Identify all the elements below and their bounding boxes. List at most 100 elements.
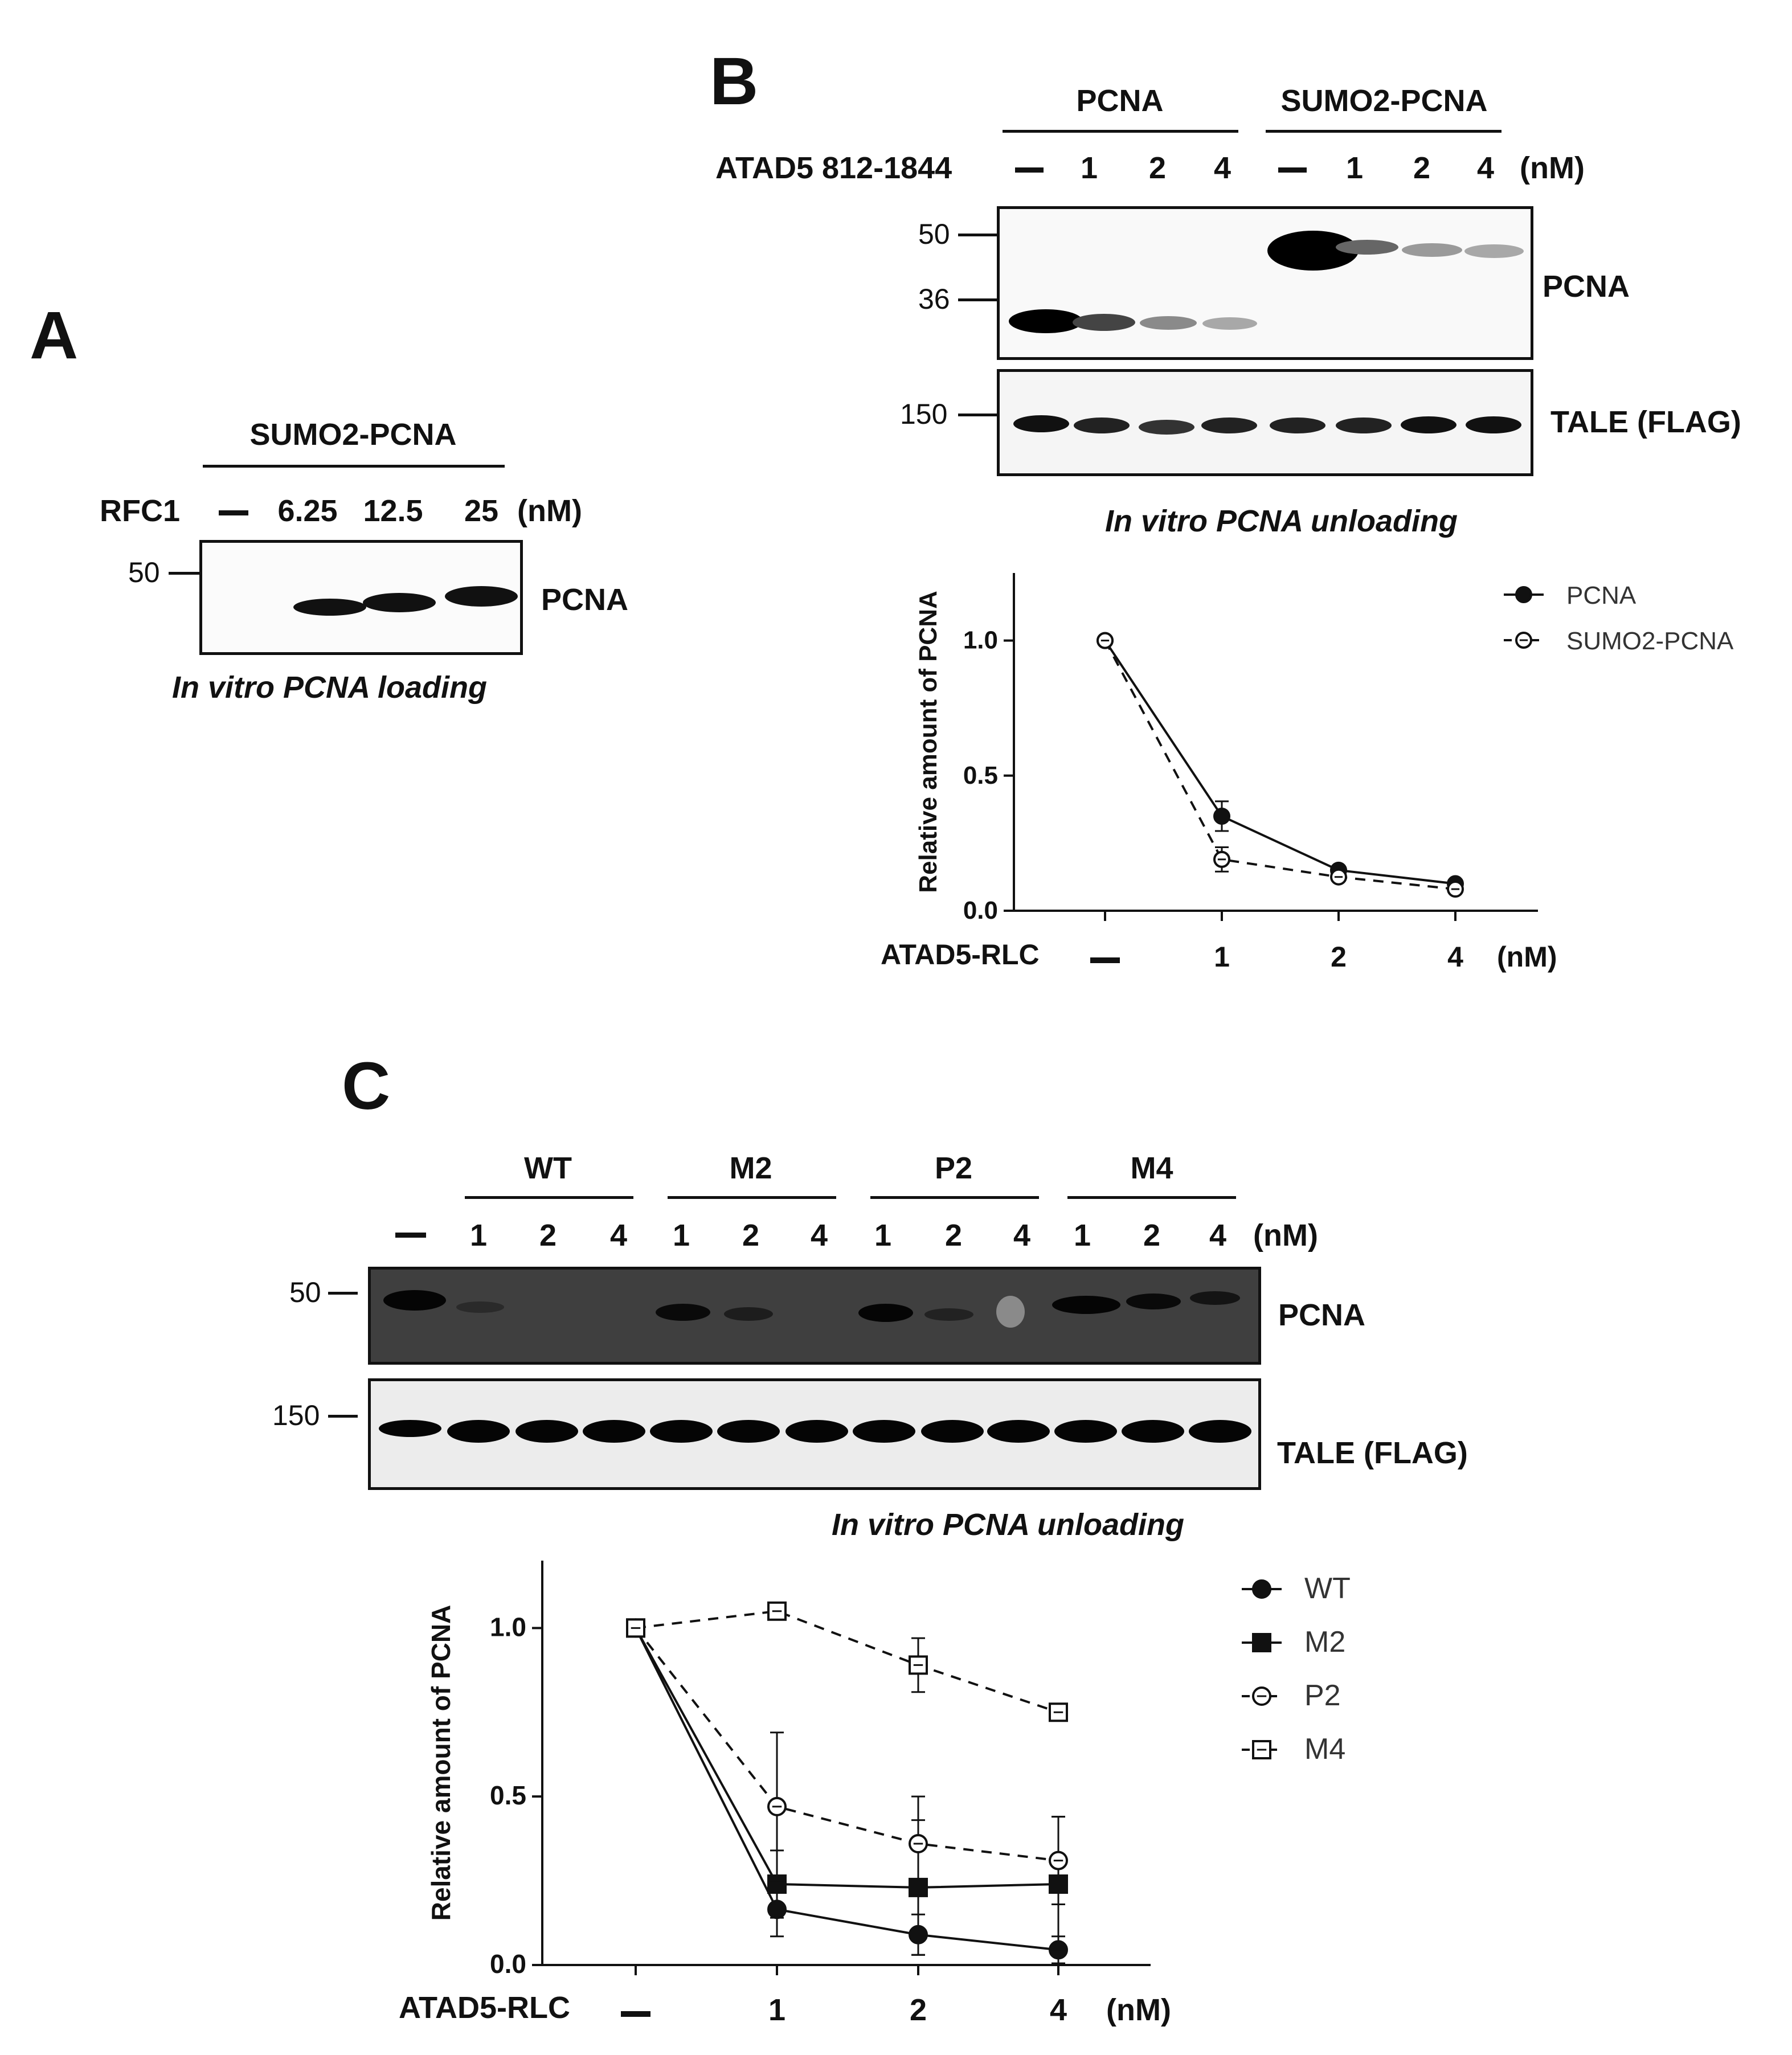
chart-b-legend-0-label: PCNA	[1566, 582, 1636, 609]
panel-a-band-2	[363, 593, 436, 612]
chart-b-ytick-label-0: 0.0	[963, 896, 998, 924]
panel-c-tale-band-12	[1122, 1420, 1184, 1443]
chart-c-series-1-line	[635, 1627, 1059, 1889]
panel-b-tale-band-7	[1401, 416, 1456, 433]
panel-c-letter: C	[342, 1049, 391, 1124]
chart-c-y-label: Relative amount of PCNA	[426, 1605, 456, 1921]
chart-c-legend-3-label: M4	[1304, 1733, 1345, 1766]
panel-c-lane-7: 1	[874, 1218, 892, 1252]
chart-c-xtick-label-1: 1	[768, 1993, 785, 2027]
panel-b-pcna-band-2	[1073, 314, 1135, 331]
panel-c-lane-1: 1	[469, 1218, 488, 1252]
panel-a-blot	[199, 540, 523, 655]
panel-c-lane-4: 1	[672, 1218, 690, 1252]
panel-b-tale-band-2	[1074, 417, 1130, 433]
panel-a-band-3	[445, 586, 518, 607]
panel-b-row-label: ATAD5 812-1844	[715, 151, 952, 185]
panel-c-group-p2-bar	[870, 1196, 1039, 1199]
panel-b-tale-band-1	[1013, 415, 1069, 432]
panel-b-tale-band-6	[1336, 417, 1392, 433]
chart-b-xtick-label-0	[1090, 957, 1120, 963]
panel-b-tale-blot	[997, 369, 1533, 476]
panel-b-caption: In vitro PCNA unloading	[1105, 504, 1458, 538]
panel-b-pcna-band-3	[1140, 316, 1197, 330]
panel-a-lane-3: 25	[464, 494, 499, 528]
chart-c-legend-1-label: M2	[1304, 1626, 1345, 1659]
chart-b-ytick-label-2: 1.0	[963, 627, 998, 654]
panel-b-group-2-bar	[1266, 130, 1501, 133]
chart-c-series-2-line	[635, 1627, 1059, 1862]
panel-c-pcna-blot	[368, 1267, 1261, 1365]
panel-b-group-2: SUMO2-PCNA	[1280, 84, 1488, 118]
chart-b-legend-1-label: SUMO2-PCNA	[1566, 627, 1734, 655]
panel-c-pcna-band-p2-2	[924, 1308, 973, 1321]
panel-c-group-m4-bar	[1067, 1196, 1236, 1199]
panel-c-tale-band-4	[583, 1420, 645, 1443]
panel-b-unit: (nM)	[1520, 151, 1585, 185]
panel-b-lane-3: 4	[1213, 151, 1232, 185]
panel-a-unit: (nM)	[517, 494, 582, 528]
panel-c-tale-band-2	[447, 1420, 510, 1443]
panel-c-mw-50-tick	[328, 1292, 358, 1295]
panel-b-pcna-band-1	[1009, 309, 1083, 333]
panel-a-mw-50-tick	[169, 572, 201, 575]
panel-c-control-dash	[395, 1233, 426, 1238]
panel-b-lane-4: 1	[1345, 151, 1364, 185]
panel-c-mw-50: 50	[289, 1276, 321, 1308]
panel-c-lane-5: 2	[742, 1218, 760, 1252]
panel-c-tale-blot	[368, 1378, 1261, 1490]
panel-b-dash-2	[1278, 167, 1307, 173]
chart-b-xtick-label-1: 1	[1214, 941, 1230, 973]
panel-b-tale-label: TALE (FLAG)	[1550, 405, 1741, 439]
panel-b-pcna-band-4	[1202, 317, 1257, 330]
panel-c-lane-8: 2	[944, 1218, 963, 1252]
chart-b-y-label: Relative amount of PCNA	[914, 591, 942, 893]
panel-c-group-m4: M4	[1130, 1151, 1173, 1185]
chart-c-legend-0-marker	[1252, 1579, 1271, 1599]
chart-c-series-3-point-2	[909, 1655, 928, 1675]
chart-b-legend-0-marker	[1515, 586, 1532, 603]
chart-c-xtick-label-2: 2	[910, 1993, 927, 2027]
panel-b-group-1: PCNA	[1076, 84, 1164, 118]
panel-b-group-1-bar	[1003, 130, 1238, 133]
panel-b-mw-36-tick	[958, 298, 998, 301]
panel-c-tale-band-11	[1054, 1420, 1117, 1443]
panel-c-caption: In vitro PCNA unloading	[832, 1508, 1184, 1542]
panel-b-mw-36: 36	[918, 283, 950, 315]
panel-b-chart: 0.0 0.5 1.0 1 2 4 ATAD5-RLC (nM) Relative amount…	[881, 573, 1734, 973]
panel-b-pcna-blot	[997, 206, 1533, 360]
panel-b-letter: B	[710, 44, 759, 119]
panel-b-sumo-band-4	[1464, 244, 1524, 258]
chart-b-xtick-label-2: 2	[1331, 941, 1347, 973]
chart-c-series-3-point-1	[767, 1601, 787, 1621]
panel-c-pcna-band-m2-1	[656, 1304, 710, 1321]
panel-b-tale-band-3	[1139, 420, 1194, 435]
panel-c-tale-band-5	[650, 1420, 713, 1443]
chart-c-series-0-line	[635, 1627, 1059, 1951]
chart-c-ytick-label-0: 0.0	[490, 1949, 526, 1979]
panel-c-lane-9: 4	[1013, 1218, 1031, 1252]
panel-c-pcna-band-p2-3	[996, 1296, 1025, 1328]
panel-b-mw-50: 50	[918, 218, 950, 250]
panel-a-lane-1: 6.25	[277, 494, 338, 528]
chart-b-ytick-label-1: 0.5	[963, 762, 998, 789]
panel-b-tale-band-5	[1270, 417, 1325, 433]
panel-c-pcna-band-p2-1	[858, 1304, 913, 1322]
panel-b-mw-150: 150	[900, 398, 948, 430]
panel-c-pcna-band-m4-2	[1126, 1293, 1181, 1309]
chart-b-series-0-line	[1104, 640, 1456, 885]
panel-b-sumo-band-3	[1402, 243, 1462, 257]
panel-c-tale-band-8	[853, 1420, 915, 1443]
panel-b-tale-band-8	[1466, 416, 1521, 433]
panel-c-pcna-band-m4-1	[1052, 1296, 1120, 1314]
panel-c-lane-10: 1	[1073, 1218, 1091, 1252]
panel-a-letter: A	[30, 298, 79, 373]
chart-c-series-3-line	[635, 1610, 1059, 1714]
chart-b-x-row-label: ATAD5-RLC	[881, 939, 1040, 971]
panel-c-group-m2: M2	[729, 1151, 772, 1185]
panel-c-tale-label: TALE (FLAG)	[1277, 1436, 1468, 1470]
panel-c-pcna-band-m4-3	[1190, 1291, 1240, 1305]
panel-c-lane-12: 4	[1209, 1218, 1227, 1252]
panel-c-tale-band-6	[717, 1420, 780, 1443]
chart-b-series-1-line	[1104, 640, 1456, 891]
